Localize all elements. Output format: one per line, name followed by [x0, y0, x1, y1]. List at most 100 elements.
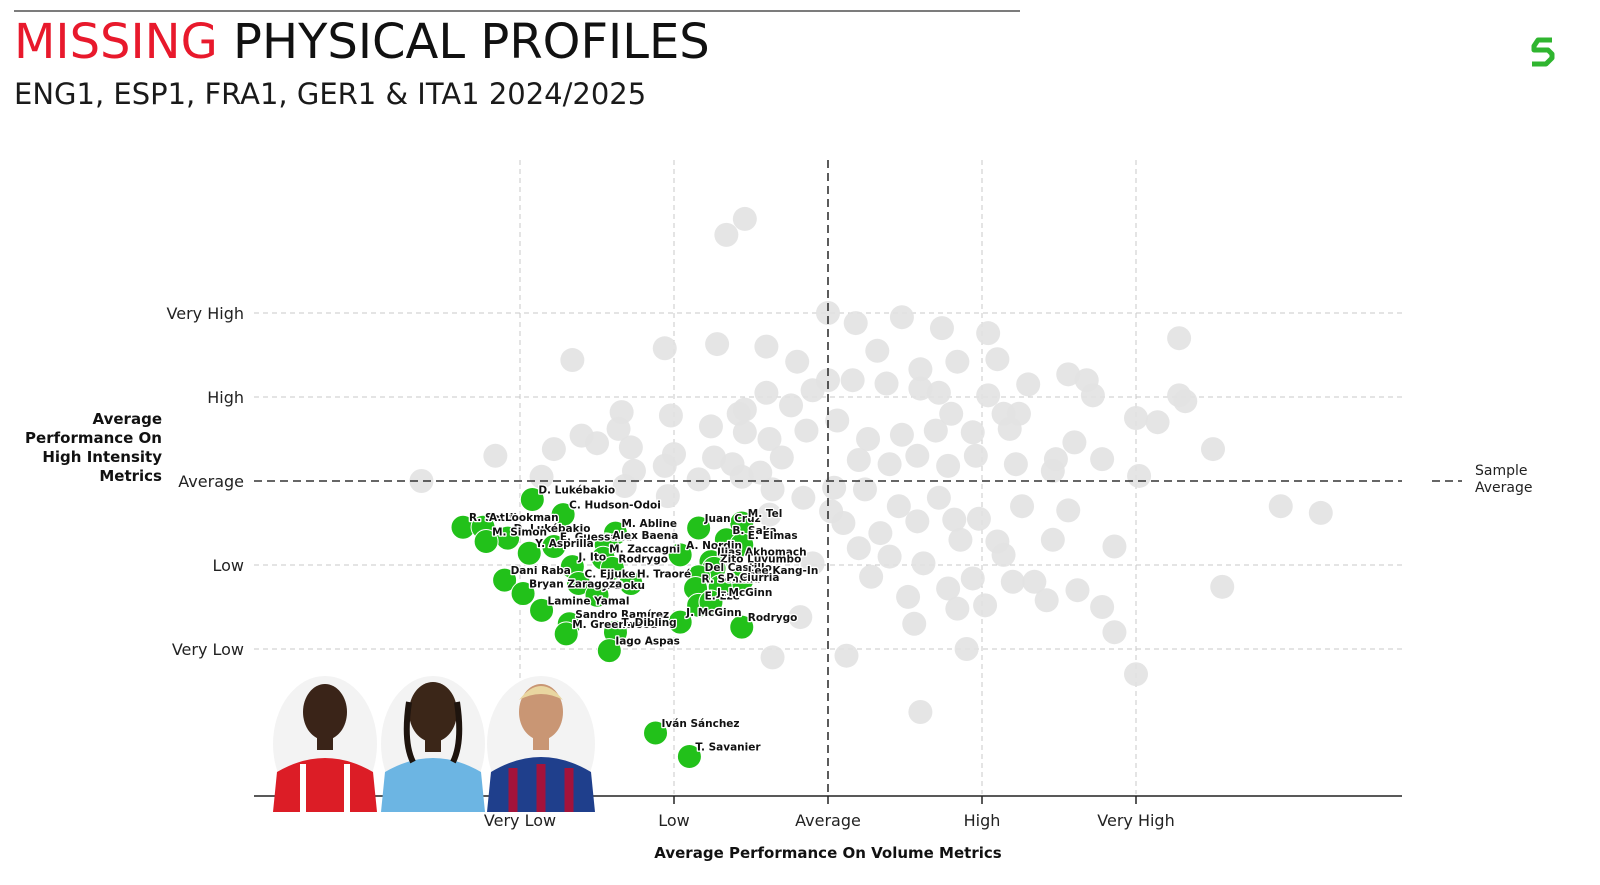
- background-point: [929, 316, 954, 341]
- point-label: R. Schmid: [702, 574, 761, 586]
- x-tick-label: High: [964, 811, 1001, 830]
- highlighted-point: [676, 744, 702, 770]
- background-point: [760, 645, 785, 670]
- background-point: [926, 380, 951, 405]
- background-point: [1201, 437, 1225, 462]
- point-label: Del Castillo: [705, 562, 772, 574]
- background-point: [991, 542, 1016, 567]
- background-point: [769, 445, 794, 470]
- background-point: [945, 596, 970, 621]
- highlighted-point: [473, 528, 499, 554]
- point-label: A. Nordin: [686, 540, 742, 552]
- point-label: B. Saka: [732, 525, 776, 537]
- point-label: M. Abline: [621, 518, 677, 530]
- point-label: Zito Luvumbo: [720, 553, 801, 565]
- point-label: Alex Baena: [612, 530, 678, 542]
- background-point: [714, 222, 739, 247]
- background-point: [973, 593, 998, 618]
- background-point: [732, 206, 757, 231]
- point-label: R. Sottil: [469, 512, 517, 524]
- point-label: T. Savanier: [695, 742, 761, 754]
- background-point: [1102, 534, 1127, 559]
- point-label: Ilias Akhomach: [717, 547, 807, 559]
- background-point: [843, 311, 868, 336]
- background-point: [816, 301, 840, 325]
- background-point: [1167, 326, 1192, 351]
- y-tick-label: Average: [178, 472, 244, 491]
- background-point: [618, 435, 643, 460]
- background-point: [846, 536, 871, 561]
- background-point: [966, 506, 991, 531]
- background-point: [948, 527, 973, 552]
- background-point: [908, 376, 933, 401]
- background-point: [409, 469, 434, 493]
- background-point: [896, 584, 921, 609]
- background-point: [997, 416, 1022, 441]
- background-point: [1268, 494, 1293, 519]
- point-label: D. Lukébakio: [514, 523, 591, 535]
- player-photo-2: [381, 676, 485, 812]
- highlighted-point: [729, 532, 755, 558]
- highlighted-point: [686, 515, 712, 541]
- x-tick-label: Very High: [1097, 811, 1174, 830]
- background-point: [652, 453, 677, 478]
- highlighted-point: [667, 609, 693, 635]
- background-point: [923, 418, 948, 443]
- point-label: E. Elmas: [748, 530, 798, 542]
- background-point: [976, 321, 1001, 346]
- highlighted-point: [596, 638, 622, 664]
- background-point: [788, 605, 813, 630]
- background-point: [1062, 430, 1087, 455]
- point-label: Lee Kang-In: [748, 565, 819, 577]
- point-label: Juan Cruz: [704, 513, 761, 525]
- background-point: [976, 383, 1001, 408]
- player-photo-1: [273, 676, 377, 812]
- y-tick-label: Low: [212, 556, 244, 575]
- background-point: [726, 401, 751, 426]
- background-point: [757, 502, 782, 527]
- point-label: P. Ciurria: [726, 572, 779, 584]
- background-point: [825, 408, 850, 433]
- background-point: [686, 467, 711, 492]
- background-point: [794, 418, 819, 443]
- point-label: A. Lookman: [489, 512, 559, 524]
- background-point: [760, 477, 785, 502]
- background-point: [840, 368, 865, 393]
- background-point: [886, 494, 911, 519]
- background-point: [1080, 383, 1105, 408]
- background-point: [905, 509, 930, 534]
- background-point: [942, 507, 967, 532]
- background-point: [1056, 362, 1081, 387]
- background-point: [732, 420, 757, 445]
- background-point: [960, 566, 985, 591]
- y-tick-label: Very Low: [172, 640, 244, 659]
- background-point: [874, 371, 899, 396]
- title-rest: PHYSICAL PROFILES: [233, 14, 710, 70]
- background-point: [877, 452, 902, 477]
- background-point: [1127, 463, 1152, 488]
- background-point: [1056, 498, 1081, 523]
- background-point: [865, 338, 890, 363]
- background-point: [569, 423, 594, 448]
- background-point: [1065, 578, 1090, 603]
- player-photos: [273, 676, 595, 812]
- player-photo-3: [487, 676, 595, 812]
- highlighted-point: [643, 720, 669, 746]
- background-point: [655, 484, 680, 509]
- highlighted-point: [698, 589, 724, 615]
- background-point: [791, 485, 816, 510]
- x-axis-label: Average Performance On Volume Metrics: [654, 844, 1001, 862]
- highlighted-point: [510, 581, 536, 607]
- background-point: [541, 437, 566, 462]
- point-label: Rodrygo: [618, 553, 668, 565]
- background-point: [729, 464, 754, 489]
- point-label: Lamine Yamal: [548, 595, 630, 607]
- y-axis-label: Average Performance On High Intensity Metri…: [25, 410, 162, 485]
- x-tick-label: Very Low: [484, 811, 556, 830]
- background-point: [954, 637, 979, 661]
- background-points-layer: [409, 206, 1333, 724]
- background-point: [1173, 389, 1198, 414]
- background-point: [1124, 406, 1148, 430]
